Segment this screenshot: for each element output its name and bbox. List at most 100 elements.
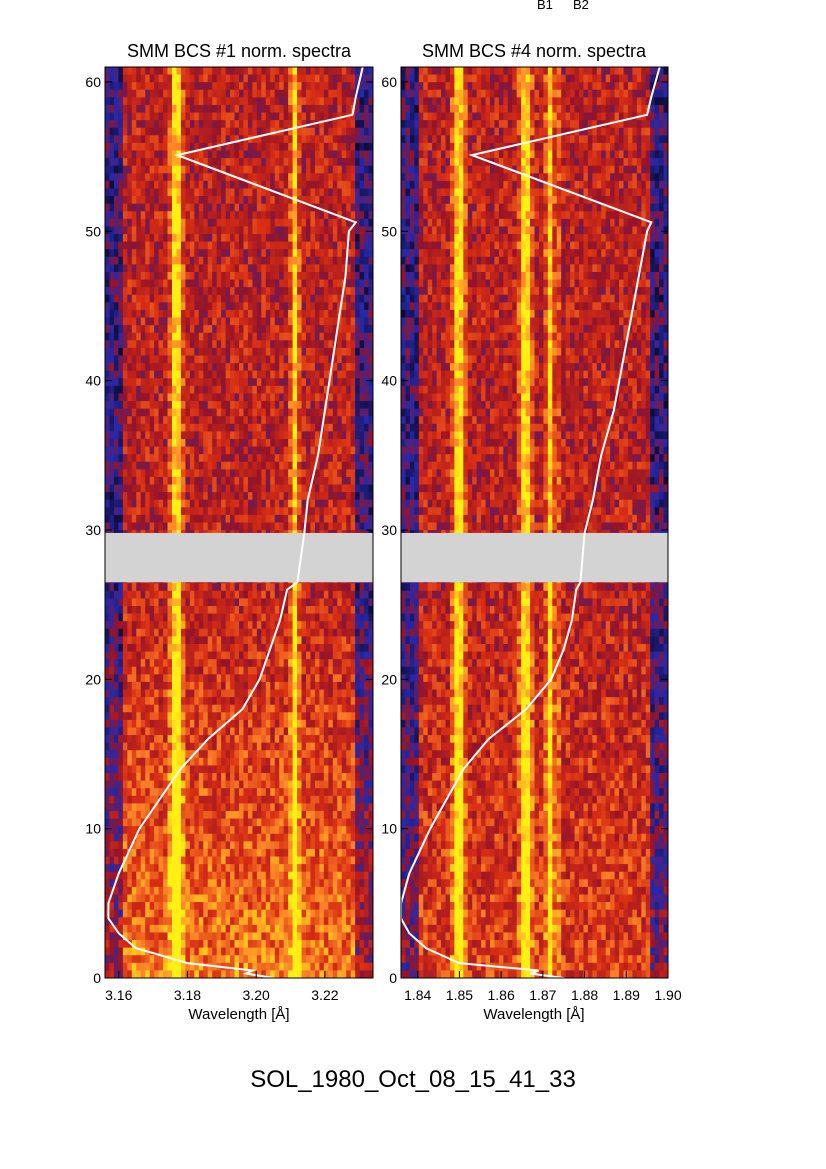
- panel-bcs1-heat-cell: [243, 347, 249, 357]
- panel-bcs1-heat-cell: [274, 120, 280, 129]
- panel-bcs1-heat-cell: [274, 317, 280, 326]
- panel-bcs1-heat-cell: [234, 446, 240, 455]
- panel-bcs1-heat-cell: [212, 514, 218, 524]
- panel-bcs1-heat-cell: [306, 401, 312, 410]
- panel-bcs1-heat-cell: [297, 643, 303, 653]
- panel-bcs1-heat-cell: [221, 666, 227, 675]
- panel-bcs1-heat-cell: [194, 438, 200, 448]
- panel-bcs1-heat-cell: [319, 188, 325, 197]
- panel-bcs1-heat-cell: [207, 651, 213, 660]
- panel-bcs1-heat-cell: [252, 507, 258, 516]
- panel-bcs1-heat-cell: [306, 226, 312, 235]
- panel-bcs1-heat-cell: [368, 514, 373, 524]
- panel-bcs1-heat-cell: [167, 271, 173, 281]
- panel-bcs1-heat-cell: [145, 127, 151, 136]
- panel-bcs1-heat-cell: [216, 180, 222, 190]
- panel-bcs1-heat-cell: [234, 256, 240, 265]
- panel-bcs1-heat-cell: [145, 271, 151, 281]
- panel-bcs1-heat-cell: [341, 621, 347, 630]
- panel-bcs1-heat-cell: [359, 309, 365, 319]
- panel-bcs1-heat-cell: [198, 317, 204, 326]
- panel-bcs1-heat-cell: [194, 226, 200, 235]
- panel-bcs1-heat-cell: [332, 583, 338, 592]
- panel-bcs1-heat-cell: [350, 112, 356, 121]
- panel-bcs1-heat-cell: [314, 332, 320, 341]
- panel-bcs1-heat-cell: [256, 271, 262, 281]
- panel-bcs1-heat-cell: [180, 416, 186, 425]
- panel-bcs1-heat-cell: [310, 249, 316, 258]
- panel-bcs1-heat-cell: [274, 332, 280, 341]
- panel-bcs1-heat-cell: [306, 476, 312, 486]
- panel-bcs1-heat-cell: [131, 120, 137, 129]
- panel-bcs1-heat-cell: [131, 659, 137, 668]
- panel-bcs1-heat-cell: [350, 613, 356, 622]
- panel-bcs1-heat-cell: [310, 347, 316, 357]
- panel-bcs1-heat-cell: [185, 127, 191, 136]
- panel-bcs1-heat-cell: [279, 104, 285, 114]
- panel-bcs1-heat-cell: [355, 234, 361, 243]
- panel-bcs1-heat-cell: [185, 89, 191, 98]
- panel-bcs1-heat-cell: [163, 606, 169, 615]
- panel-bcs1-heat-cell: [127, 697, 133, 706]
- panel-bcs1-heat-cell: [350, 74, 356, 83]
- panel-bcs1-heat-cell: [127, 598, 133, 607]
- panel-bcs1-heat-cell: [261, 431, 267, 440]
- panel-bcs1-heat-cell: [194, 628, 200, 637]
- panel-bcs1-heat-cell: [346, 643, 352, 653]
- panel-bcs1-heat-cell: [337, 363, 343, 372]
- panel-bcs1-heat-cell: [189, 241, 195, 250]
- panel-bcs1-heat-cell: [167, 67, 173, 76]
- panel-bcs1-heat-cell: [243, 401, 249, 410]
- panel-bcs1-heat-cell: [346, 294, 352, 303]
- panel-bcs1-heat-cell: [127, 355, 133, 364]
- panel-bcs1-heat-cell: [221, 598, 227, 607]
- panel-bcs1-heat-cell: [301, 469, 307, 478]
- panel-bcs1-heat-cell: [265, 423, 271, 432]
- panel-bcs1-heat-cell: [239, 363, 245, 372]
- panel-bcs1-heat-cell: [127, 97, 133, 106]
- panel-bcs1-heat-cell: [301, 82, 307, 91]
- panel-bcs1-heat-cell: [256, 150, 262, 159]
- panel-bcs1-heat-cell: [136, 158, 142, 167]
- panel-bcs1-heat-cell: [105, 150, 111, 159]
- panel-bcs1-heat-cell: [172, 120, 178, 129]
- panel-bcs1-heat-cell: [292, 681, 298, 691]
- panel-bcs1-heat-cell: [283, 454, 289, 463]
- panel-bcs1-heat-cell: [306, 363, 312, 372]
- panel-bcs1-heat-cell: [185, 674, 191, 683]
- panel-bcs1-heat-cell: [189, 522, 195, 531]
- panel-bcs1-heat-cell: [368, 393, 373, 402]
- panel-bcs1-heat-cell: [337, 120, 343, 129]
- panel-bcs1-heat-cell: [149, 461, 155, 470]
- panel-bcs1-heat-cell: [283, 370, 289, 379]
- panel-bcs1-heat-cell: [310, 234, 316, 243]
- panel-bcs1-heat-cell: [283, 423, 289, 432]
- panel-bcs1-heat-cell: [140, 423, 146, 432]
- panel-bcs1-heat-cell: [172, 423, 178, 432]
- panel-bcs1-heat-cell: [145, 378, 151, 387]
- panel-bcs1-heat-cell: [149, 234, 155, 243]
- panel-bcs1-heat-cell: [189, 689, 195, 698]
- panel-bcs1-heat-cell: [225, 416, 231, 425]
- panel-bcs1-heat-cell: [105, 643, 111, 653]
- panel-bcs1-heat-cell: [239, 158, 245, 167]
- panel-bcs1-heat-cell: [297, 325, 303, 334]
- panel-bcs1-heat-cell: [212, 173, 218, 182]
- panel-bcs1-heat-cell: [265, 628, 271, 637]
- panel-bcs1-heat-cell: [203, 112, 209, 121]
- panel-bcs1-heat-cell: [109, 97, 115, 106]
- panel-bcs1-heat-cell: [176, 271, 182, 281]
- panel-bcs1-heat-cell: [337, 628, 343, 637]
- panel-bcs1-heat-cell: [239, 309, 245, 319]
- panel-bcs1-heat-cell: [368, 681, 373, 691]
- panel-bcs1-heat-cell: [194, 196, 200, 205]
- panel-bcs1-heat-cell: [185, 211, 191, 220]
- panel-bcs1-heat-cell: [221, 431, 227, 440]
- panel-bcs1-heat-cell: [167, 158, 173, 167]
- panel-bcs1-heat-cell: [136, 583, 142, 592]
- panel-bcs1-heat-cell: [328, 446, 334, 455]
- panel-bcs1-heat-cell: [297, 590, 303, 600]
- panel-bcs1-heat-cell: [212, 347, 218, 357]
- panel-bcs1-heat-cell: [109, 165, 115, 174]
- panel-bcs1-heat-cell: [194, 355, 200, 364]
